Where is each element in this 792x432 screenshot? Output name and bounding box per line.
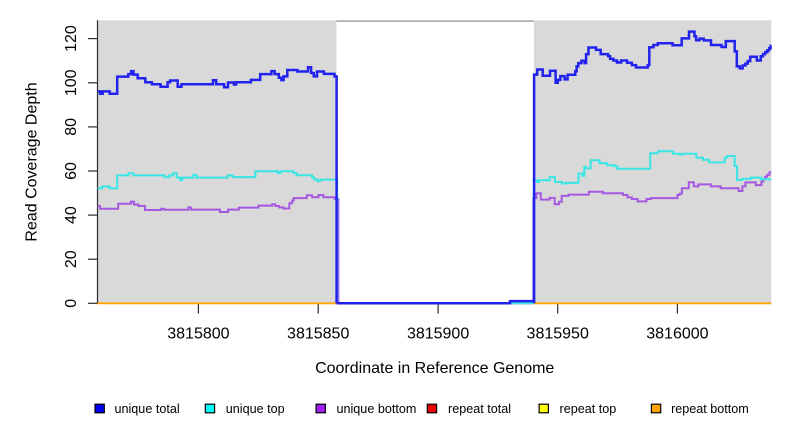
svg-text:repeat total: repeat total [448,402,511,416]
svg-text:20: 20 [63,250,80,268]
svg-text:3815850: 3815850 [287,325,349,342]
svg-text:3815800: 3815800 [167,325,229,342]
svg-text:Coordinate in Reference Genome: Coordinate in Reference Genome [315,360,554,377]
svg-text:unique top: unique top [226,402,285,416]
svg-text:60: 60 [63,162,80,180]
svg-text:80: 80 [63,118,80,136]
svg-text:40: 40 [63,206,80,224]
svg-text:3816000: 3816000 [646,325,708,342]
svg-text:repeat top: repeat top [560,402,617,416]
svg-text:100: 100 [63,69,80,96]
svg-text:Read Coverage Depth: Read Coverage Depth [24,82,41,241]
svg-text:0: 0 [63,299,80,308]
svg-text:unique total: unique total [115,402,180,416]
svg-text:3815950: 3815950 [527,325,589,342]
svg-text:repeat bottom: repeat bottom [671,402,749,416]
svg-text:120: 120 [63,25,80,52]
svg-text:3815900: 3815900 [407,325,469,342]
svg-text:unique bottom: unique bottom [337,402,417,416]
